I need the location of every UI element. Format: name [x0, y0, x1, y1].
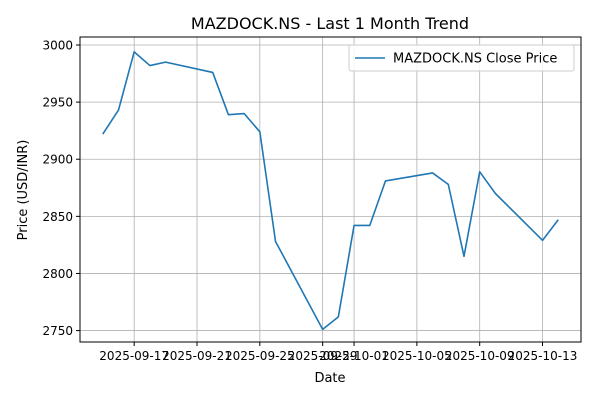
- y-axis-label: Price (USD/INR): [16, 140, 31, 241]
- y-tick-label: 2850: [42, 210, 73, 224]
- legend-box: [348, 44, 575, 72]
- legend: MAZDOCK.NS Close Price: [348, 44, 575, 72]
- legend-label: MAZDOCK.NS Close Price: [393, 52, 557, 67]
- x-tick-label: 2025-10-01: [319, 349, 389, 363]
- y-axis: 2750 2800 2850 2900 2950 3000: [42, 38, 80, 338]
- plot-frame: [79, 36, 582, 343]
- y-tick-label: 2900: [42, 153, 73, 167]
- chart-title: MAZDOCK.NS - Last 1 Month Trend: [191, 14, 469, 33]
- y-tick-label: 2750: [42, 324, 73, 338]
- x-tick-label: 2025-10-13: [508, 349, 578, 363]
- x-tick-label: 2025-09-17: [99, 349, 169, 363]
- x-tick-label: 2025-09-21: [162, 349, 232, 363]
- y-tick-label: 3000: [42, 38, 73, 52]
- y-tick-label: 2950: [42, 96, 73, 110]
- x-axis: 2025-09-172025-09-212025-09-252025-09-29…: [99, 342, 577, 363]
- x-tick-label: 2025-09-25: [225, 349, 295, 363]
- x-tick-label: 2025-10-09: [445, 349, 515, 363]
- close-price-line: [102, 51, 559, 331]
- x-tick-label: 2025-10-05: [382, 349, 452, 363]
- x-axis-label: Date: [314, 371, 345, 386]
- grid: [80, 37, 581, 342]
- y-tick-label: 2800: [42, 267, 73, 281]
- series-layer: [102, 51, 559, 331]
- x-tick-label: 2025-09-29: [288, 349, 358, 363]
